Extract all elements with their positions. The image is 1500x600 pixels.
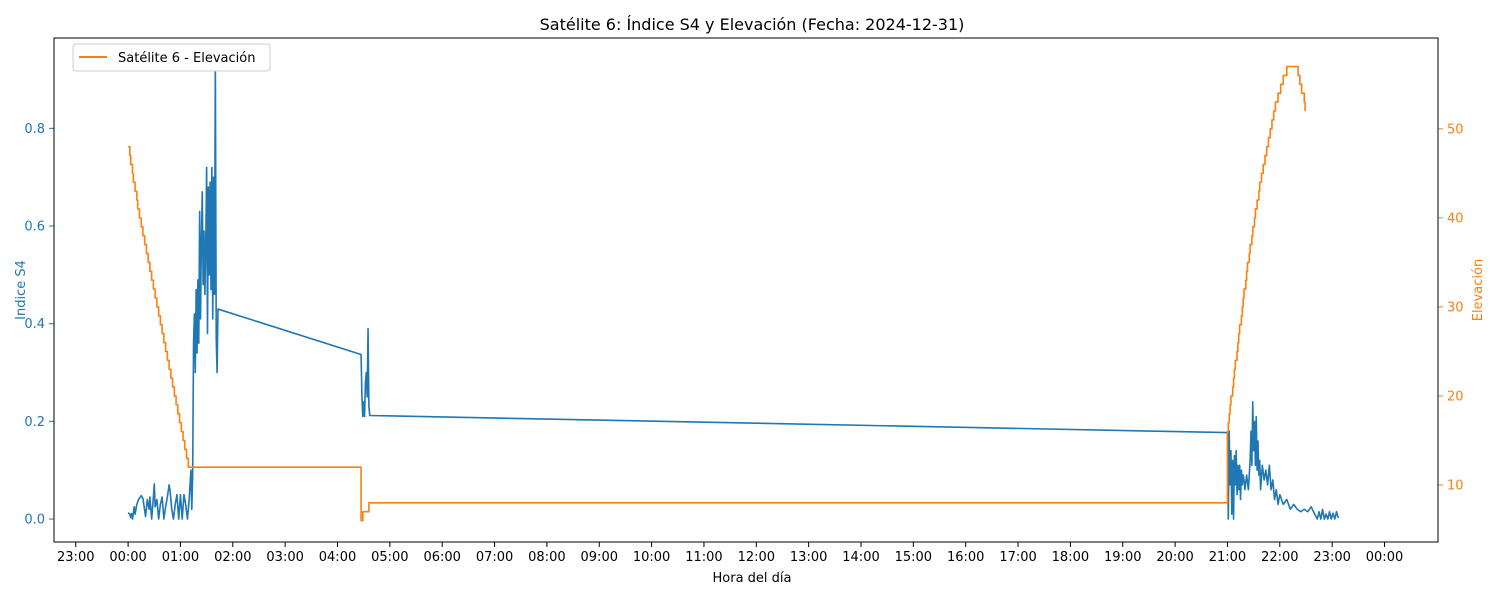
legend-box [72, 43, 271, 72]
x-tick-label: 22:00 [1261, 550, 1298, 565]
x-tick-label: 20:00 [1156, 550, 1193, 565]
x-tick-label: 01:00 [162, 550, 199, 565]
x-tick-label: 04:00 [319, 550, 356, 565]
x-axis-ticks: 23:00 00:00 01:00 02:00 03:00 04:00 05:00 06:00… [57, 542, 1403, 565]
x-axis-title: Hora del día [713, 571, 792, 586]
x-tick-label: 11:00 [685, 550, 722, 565]
series-line-s4 [127, 61, 1340, 520]
y-right-axis-ticks: 10 20 30 40 50 [1438, 122, 1464, 494]
legend-label-elevation: Satélite 6 - Elevación [118, 51, 255, 66]
y-left-axis-title: Indice S4 [14, 260, 29, 320]
y-left-tick-label: 0.2 [24, 415, 45, 430]
x-tick-label: 23:00 [1313, 550, 1350, 565]
legend: Satélite 6 - Elevación [72, 43, 271, 72]
x-tick-label: 21:00 [1209, 550, 1246, 565]
x-tick-label: 02:00 [214, 550, 251, 565]
x-tick-label: 06:00 [423, 550, 460, 565]
x-tick-label: 13:00 [790, 550, 827, 565]
x-tick-label: 00:00 [109, 550, 146, 565]
x-tick-label: 07:00 [476, 550, 513, 565]
y-left-tick-label: 0.8 [24, 122, 45, 137]
y-left-axis-ticks: 0.0 0.2 0.4 0.6 0.8 [24, 122, 54, 528]
y-right-tick-label: 40 [1447, 211, 1464, 226]
chart-title: Satélite 6: Índice S4 y Elevación (Fecha… [540, 15, 965, 34]
y-right-axis-title: Elevación [1471, 259, 1486, 321]
y-right-tick-label: 50 [1447, 122, 1464, 137]
series-layer [127, 61, 1340, 522]
x-tick-label: 10:00 [633, 550, 670, 565]
y-left-tick-label: 0.6 [24, 220, 45, 235]
x-tick-label: 05:00 [371, 550, 408, 565]
x-tick-label: 15:00 [895, 550, 932, 565]
x-tick-label: 19:00 [1104, 550, 1141, 565]
y-right-tick-label: 10 [1447, 479, 1464, 494]
x-tick-label: 14:00 [842, 550, 879, 565]
x-tick-label: 23:00 [57, 550, 94, 565]
x-tick-label: 17:00 [999, 550, 1036, 565]
y-right-tick-label: 30 [1447, 300, 1464, 315]
x-tick-label: 00:00 [1366, 550, 1403, 565]
x-tick-label: 18:00 [1052, 550, 1089, 565]
y-left-tick-label: 0.0 [24, 513, 45, 528]
y-right-tick-label: 20 [1447, 389, 1464, 404]
y-left-tick-label: 0.4 [24, 317, 45, 332]
x-tick-label: 08:00 [528, 550, 565, 565]
series-line-elevation [128, 65, 1306, 522]
plot-frame [53, 37, 1439, 543]
x-tick-label: 12:00 [738, 550, 775, 565]
x-tick-label: 03:00 [266, 550, 303, 565]
x-tick-label: 09:00 [581, 550, 618, 565]
x-tick-label: 16:00 [947, 550, 984, 565]
